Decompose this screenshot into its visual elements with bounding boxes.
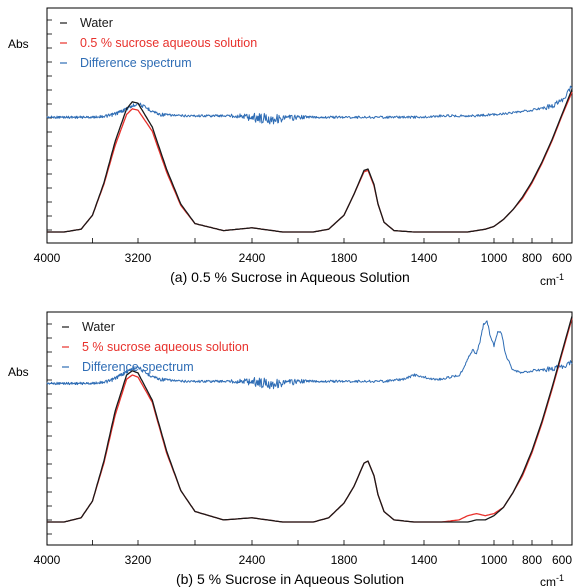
x-ticks: [46, 540, 573, 545]
x-tick-label: 600: [552, 553, 572, 567]
x-tick-label: 1000: [481, 553, 508, 567]
x-tick-label: 2400: [239, 553, 266, 567]
x-unit-label: cm-1: [540, 272, 564, 288]
x-tick-label: 600: [552, 251, 572, 265]
y-axis-label: Abs: [8, 37, 29, 51]
x-tick-label: 1400: [411, 251, 438, 265]
panel-caption: (b) 5 % Sucrose in Aqueous Solution: [176, 571, 404, 587]
panel-caption: (a) 0.5 % Sucrose in Aqueous Solution: [170, 269, 410, 285]
x-tick-label: 1000: [481, 251, 508, 265]
x-tick-label: 800: [522, 251, 542, 265]
x-tick-label: 3200: [125, 553, 152, 567]
legend-label-sample: 0.5 % sucrose aqueous solution: [80, 36, 257, 50]
legend-label-difference: Difference spectrum: [80, 56, 192, 70]
legend-label-water: Water: [82, 320, 115, 334]
series-line-water: [47, 88, 573, 233]
y-ticks: [47, 19, 52, 231]
legend-label-sample: 5 % sucrose aqueous solution: [82, 340, 249, 354]
x-ticks: [46, 238, 573, 243]
series-group: [46, 85, 573, 233]
x-tick-label: 1800: [331, 251, 358, 265]
x-tick-label: 2400: [239, 251, 266, 265]
y-axis-label: Abs: [8, 365, 29, 379]
legend-label-water: Water: [80, 16, 113, 30]
y-ticks: [47, 323, 52, 535]
panel-b: Abs 4000 3200 2400 1800 1400 1000 800 60…: [8, 311, 573, 588]
series-line-water: [47, 316, 573, 523]
x-tick-label: 800: [522, 553, 542, 567]
x-tick-label: 3200: [125, 251, 152, 265]
series-line-difference: [46, 85, 573, 125]
series-line-difference: [46, 320, 573, 390]
series-group: [46, 316, 573, 523]
x-tick-label: 4000: [34, 251, 61, 265]
plot-frame: [46, 311, 573, 546]
plot-frame: [46, 7, 573, 244]
panel-a: Abs 4000 3200 2400 1800 1400 1000 800 60…: [8, 7, 573, 288]
x-tick-label: 1800: [331, 553, 358, 567]
x-tick-label: 1400: [411, 553, 438, 567]
legend: Water 0.5 % sucrose aqueous solution Dif…: [60, 16, 257, 70]
x-unit-label: cm-1: [540, 573, 564, 588]
x-tick-label: 4000: [34, 553, 61, 567]
